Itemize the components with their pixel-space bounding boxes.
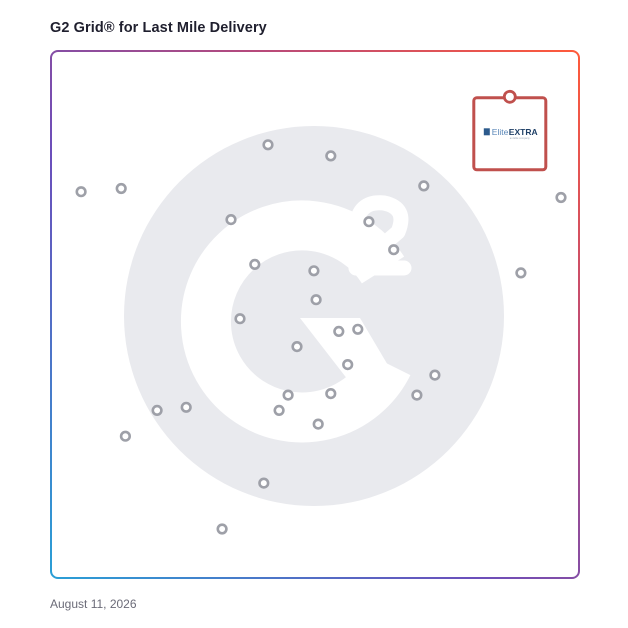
data-points [75,139,567,535]
elite-extra-logo: Elite EXTRA an Elite company [483,127,538,140]
chart-title: G2 Grid® for Last Mile Delivery [50,20,267,36]
data-point-5[interactable] [418,180,430,192]
data-point-1[interactable] [75,186,87,198]
data-point-2[interactable] [115,182,127,195]
data-point-25[interactable] [273,404,285,417]
data-point-15[interactable] [333,325,345,338]
data-point-22[interactable] [411,389,423,401]
data-point-23[interactable] [180,401,192,413]
data-point-12[interactable] [515,267,527,279]
data-point-19[interactable] [429,369,441,381]
logo-text-bold: EXTRA [509,127,538,137]
data-point-8[interactable] [363,216,375,228]
g2-watermark-icon [124,126,504,506]
data-point-18[interactable] [342,359,354,371]
data-point-20[interactable] [282,389,294,401]
data-point-24[interactable] [151,404,163,417]
data-point-4[interactable] [325,150,337,162]
data-point-11[interactable] [308,265,320,277]
logo-text-light: Elite [492,127,509,137]
report-date: August 11, 2026 [50,597,137,611]
data-point-28[interactable] [258,477,270,489]
highlighted-product[interactable]: Elite EXTRA an Elite company [472,89,548,172]
highlight-pin [502,89,517,104]
data-point-21[interactable] [325,388,337,400]
data-point-9[interactable] [388,244,400,256]
data-point-14[interactable] [234,313,246,325]
data-point-27[interactable] [119,430,131,442]
data-point-3[interactable] [262,139,274,151]
data-point-29[interactable] [216,523,228,535]
data-point-6[interactable] [555,191,567,204]
logo-subtext: an Elite company [510,136,531,140]
data-point-13[interactable] [310,294,322,306]
data-point-16[interactable] [352,323,364,335]
data-point-17[interactable] [291,341,303,353]
data-point-10[interactable] [249,258,261,271]
data-point-7[interactable] [225,214,237,226]
data-point-26[interactable] [312,418,324,430]
